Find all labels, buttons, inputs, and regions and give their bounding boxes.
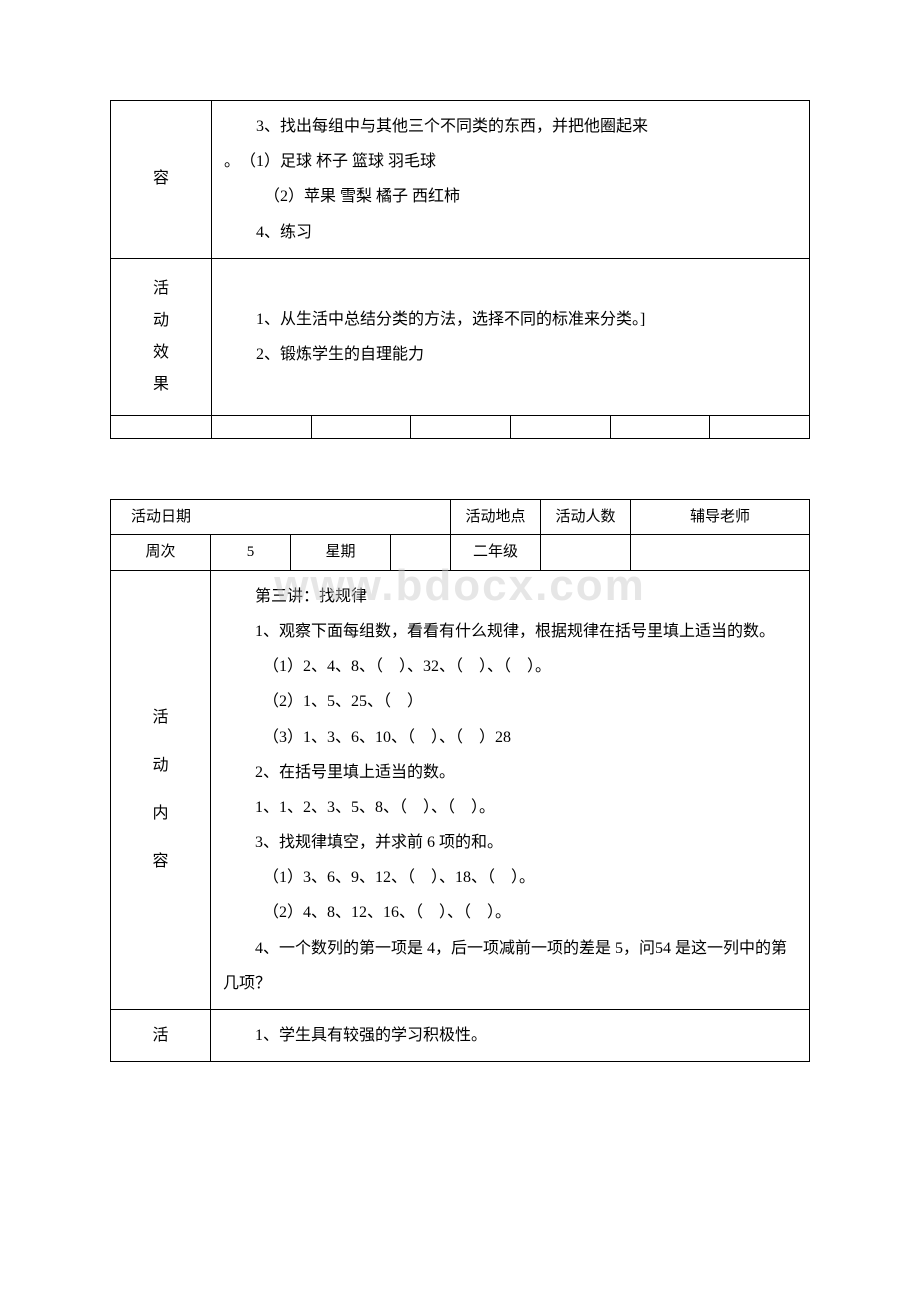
row-label: 容 <box>111 101 212 259</box>
table-row: 活 动 效 果 1、从生活中总结分类的方法，选择不同的标准来分类。] 2、锻炼学… <box>111 258 810 415</box>
cell: 周次 <box>111 535 211 571</box>
cell: 二年级 <box>451 535 541 571</box>
content-line: （1）3、6、9、12、（ ）、18、（ ）。 <box>223 860 791 895</box>
header-cell: 活动地点 <box>451 499 541 535</box>
spacer <box>110 439 810 499</box>
row-label: 活 动 内 容 <box>111 570 211 1009</box>
table-row: 活 1、学生具有较强的学习积极性。 <box>111 1010 810 1062</box>
content-line: （1）2、4、8、（ ）、32、（ ）、（ ）。 <box>223 649 791 684</box>
cell <box>391 535 451 571</box>
label-char: 活 <box>111 277 211 301</box>
content-line: 第三讲：找规律 <box>223 579 791 614</box>
label-char: 果 <box>111 373 211 397</box>
empty-cell <box>710 415 810 438</box>
table-row: 活 动 内 容 第三讲：找规律 1、观察下面每组数，看看有什么规律，根据规律在括… <box>111 570 810 1009</box>
table-top: 容 3、找出每组中与其他三个不同类的东西，并把他圈起来 。 （1）足球 杯子 篮… <box>110 100 810 439</box>
header-cell: 活动人数 <box>541 499 631 535</box>
empty-cell <box>610 415 710 438</box>
content-line: （2）4、8、12、16、（ ）、（ ）。 <box>223 895 791 930</box>
empty-cell <box>411 415 511 438</box>
label-char: 动 <box>111 754 210 778</box>
empty-cell <box>311 415 411 438</box>
effect-cell: 1、学生具有较强的学习积极性。 <box>211 1010 810 1062</box>
cell <box>631 535 810 571</box>
label-char: 活 <box>111 706 210 730</box>
table-row: 容 3、找出每组中与其他三个不同类的东西，并把他圈起来 。 （1）足球 杯子 篮… <box>111 101 810 259</box>
effect-line: 1、学生具有较强的学习积极性。 <box>223 1018 791 1053</box>
label-char: 动 <box>111 309 211 333</box>
cell: 星期 <box>291 535 391 571</box>
content-line: 3、找出每组中与其他三个不同类的东西，并把他圈起来 <box>224 109 791 144</box>
empty-cell <box>510 415 610 438</box>
watermark-layer: 活动日期 活动地点 活动人数 辅导老师 周次 5 星期 二年级 活 动 内 容 … <box>110 499 810 1062</box>
content-line: （3）1、3、6、10、（ ）、（ ）28 <box>223 720 791 755</box>
label-char: 容 <box>111 850 210 874</box>
table-row: 周次 5 星期 二年级 <box>111 535 810 571</box>
content-line: 1、1、2、3、5、8、（ ）、（ ）。 <box>223 790 791 825</box>
header-row: 活动日期 活动地点 活动人数 辅导老师 <box>111 499 810 535</box>
cell <box>541 535 631 571</box>
content-cell: 第三讲：找规律 1、观察下面每组数，看看有什么规律，根据规律在括号里填上适当的数… <box>211 570 810 1009</box>
effect-line: 2、锻炼学生的自理能力 <box>224 337 791 372</box>
table-row <box>111 415 810 438</box>
empty-cell <box>111 415 212 438</box>
content-line: 。 （1）足球 杯子 篮球 羽毛球 <box>224 144 791 179</box>
content-line: 1、观察下面每组数，看看有什么规律，根据规律在括号里填上适当的数。 <box>223 614 791 649</box>
effect-cell: 1、从生活中总结分类的方法，选择不同的标准来分类。] 2、锻炼学生的自理能力 <box>212 258 810 415</box>
row-label: 活 动 效 果 <box>111 258 212 415</box>
label-char: 内 <box>111 802 210 826</box>
content-line: 4、练习 <box>224 215 791 250</box>
label-char: 效 <box>111 341 211 365</box>
cell: 5 <box>211 535 291 571</box>
table-bottom: 活动日期 活动地点 活动人数 辅导老师 周次 5 星期 二年级 活 动 内 容 … <box>110 499 810 1062</box>
effect-line: 1、从生活中总结分类的方法，选择不同的标准来分类。] <box>224 302 791 337</box>
content-line: 3、找规律填空，并求前 6 项的和。 <box>223 825 791 860</box>
header-cell: 辅导老师 <box>631 499 810 535</box>
content-line: （2）1、5、25、（ ） <box>223 684 791 719</box>
header-cell: 活动日期 <box>111 499 451 535</box>
empty-cell <box>212 415 312 438</box>
content-cell: 3、找出每组中与其他三个不同类的东西，并把他圈起来 。 （1）足球 杯子 篮球 … <box>212 101 810 259</box>
content-line: 4、一个数列的第一项是 4，后一项减前一项的差是 5，问54 是这一列中的第几项… <box>223 931 791 1001</box>
label-text: 容 <box>153 170 169 187</box>
content-line: （2）苹果 雪梨 橘子 西红柿 <box>224 179 791 214</box>
row-label: 活 <box>111 1010 211 1062</box>
content-line: 2、在括号里填上适当的数。 <box>223 755 791 790</box>
